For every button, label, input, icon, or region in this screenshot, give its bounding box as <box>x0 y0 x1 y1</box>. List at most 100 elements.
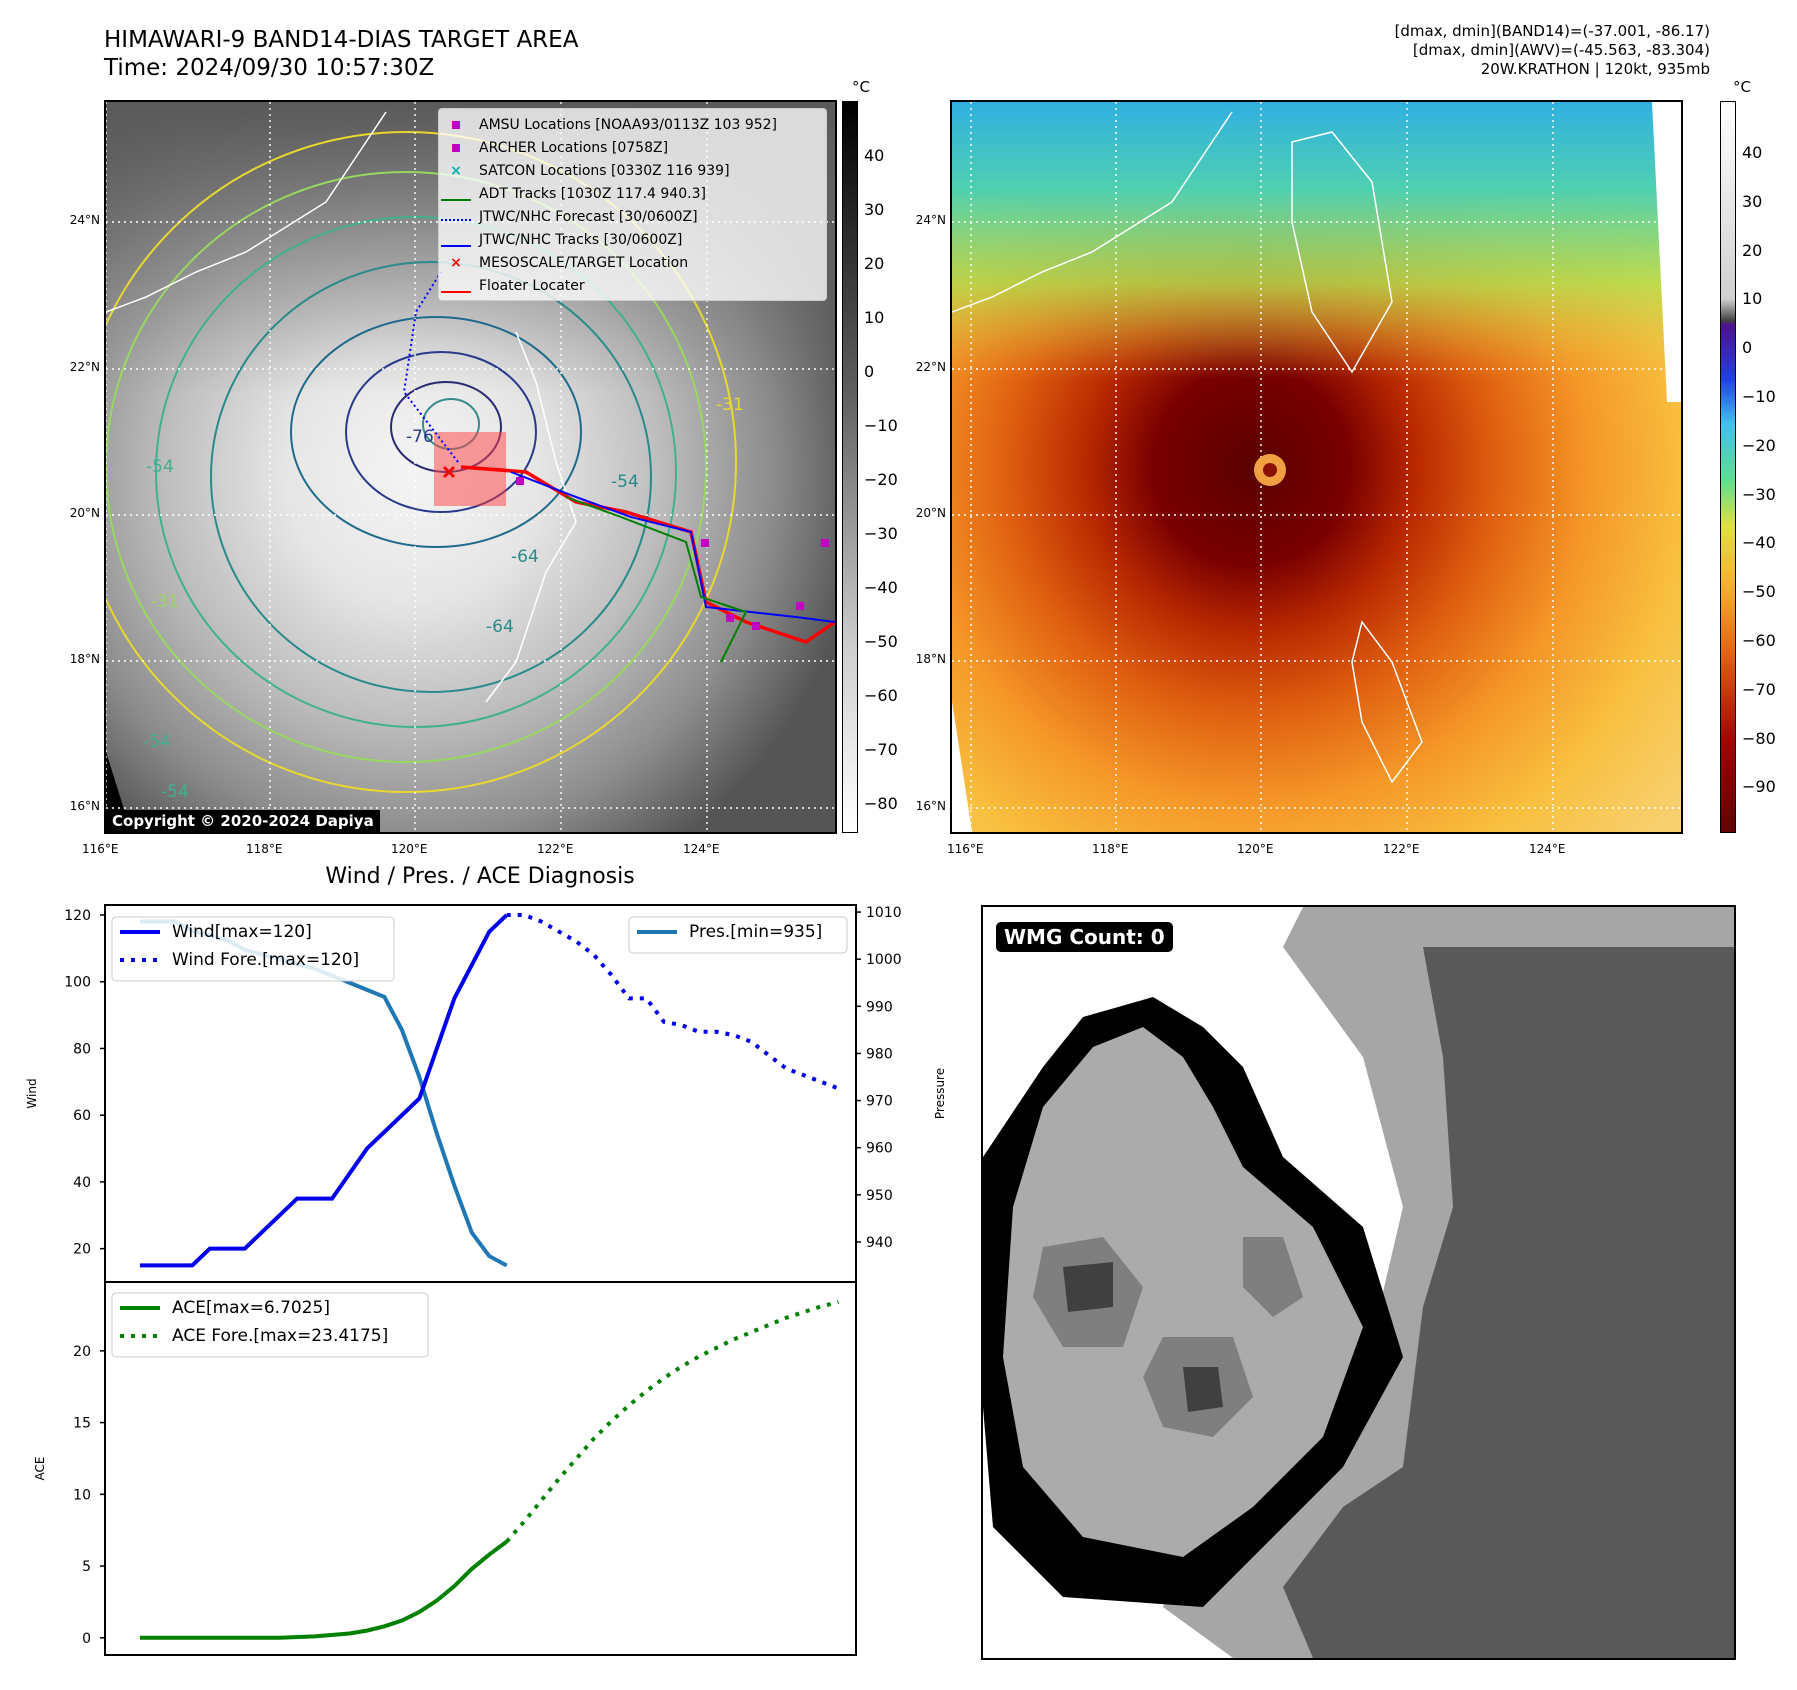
colorbar-tick-label: −20 <box>1742 435 1776 455</box>
chart-legend-label: ACE Fore.[max=23.4175] <box>172 1326 388 1346</box>
chart-legend-label: Wind[max=120] <box>172 922 312 942</box>
map-legend: AMSU Locations [NOAA93/0113Z 103 952] ARC… <box>438 108 827 301</box>
wind-y-tick-label: 100 <box>64 975 91 991</box>
pressure-y-tick-label: 1010 <box>866 905 902 921</box>
colorbar-tick-label: −30 <box>1742 484 1776 504</box>
lon-tick-label: 116°E <box>947 842 984 856</box>
awv-range-info: [dmax, dmin](AWV)=(-45.563, -83.304) <box>1412 41 1710 59</box>
legend-marker-icon <box>439 275 473 298</box>
pressure-y-tick-label: 980 <box>866 1046 893 1062</box>
colorbar-tick-label: −40 <box>1742 533 1776 553</box>
wind-y-tick-label: 80 <box>73 1041 91 1057</box>
awv-colorbar-unit: °C <box>1733 78 1751 96</box>
lat-tick-label: 16°N <box>915 799 946 813</box>
pressure-y-tick-label: 940 <box>866 1235 893 1251</box>
awv-colorbar <box>1720 101 1736 833</box>
ace-plot-frame <box>104 1281 857 1656</box>
map-legend-item: × SATCON Locations [0330Z 116 939] <box>439 160 826 183</box>
wmg-count-badge: WMG Count: 0 <box>996 922 1173 952</box>
colorbar-tick-label: 10 <box>864 308 885 327</box>
wmg-panel: WMG Count: 0 <box>981 905 1736 1660</box>
map-legend-item: ADT Tracks [1030Z 117.4 940.3] <box>439 183 826 206</box>
band14-map: -76 -54 -64 -54 -64 -31 -54 -31 -54 AMSU… <box>104 100 837 834</box>
storm-info: 20W.KRATHON | 120kt, 935mb <box>1480 60 1710 78</box>
contour-label: -54 <box>143 732 171 752</box>
colorbar-tick-label: −50 <box>1742 582 1776 602</box>
colorbar-tick-label: −70 <box>864 740 898 759</box>
wind-y-tick-label: 60 <box>73 1108 91 1124</box>
lon-tick-label: 116°E <box>82 842 119 856</box>
colorbar-tick-label: −10 <box>864 416 898 435</box>
colorbar-tick-label: −80 <box>864 794 898 813</box>
contour-label: -31 <box>716 395 744 415</box>
colorbar-tick-label: −10 <box>1742 387 1776 406</box>
legend-marker-icon <box>439 137 473 160</box>
ace-axis-label: ACE <box>33 1457 47 1481</box>
map-title: HIMAWARI-9 BAND14-DIAS TARGET AREA <box>104 27 579 53</box>
map-legend-label: JTWC/NHC Tracks [30/0600Z] <box>479 232 683 248</box>
colorbar-tick-label: 30 <box>864 200 885 219</box>
lat-tick-label: 24°N <box>915 213 946 227</box>
lat-tick-label: 22°N <box>69 360 100 374</box>
lon-tick-label: 124°E <box>1529 842 1566 856</box>
chart-legend <box>111 1292 429 1358</box>
lat-tick-label: 24°N <box>69 213 100 227</box>
colorbar-tick-label: −20 <box>864 470 898 489</box>
ace-series-line <box>139 1540 508 1640</box>
ace-y-tick-label: 5 <box>82 1559 91 1575</box>
colorbar-tick-label: −70 <box>1742 679 1776 699</box>
diagnosis-title: Wind / Pres. / ACE Diagnosis <box>325 864 635 889</box>
legend-marker-icon <box>439 114 473 137</box>
band14-colorbar <box>842 101 858 833</box>
colorbar-tick-label: 20 <box>1742 240 1763 260</box>
pressure-y-tick-label: 990 <box>866 999 893 1015</box>
colorbar-tick-label: 10 <box>1742 289 1763 309</box>
band14-colorbar-unit: °C <box>852 78 870 96</box>
contour-label: -54 <box>161 782 189 802</box>
map-legend-item: × MESOSCALE/TARGET Location <box>439 252 826 275</box>
map-legend-item: JTWC/NHC Forecast [30/0600Z] <box>439 206 826 229</box>
pressure-y-tick-label: 950 <box>866 1188 893 1204</box>
contour-label: -76 <box>406 427 434 447</box>
map-legend-label: SATCON Locations [0330Z 116 939] <box>479 163 730 179</box>
colorbar-tick-label: 0 <box>1742 338 1753 358</box>
lat-tick-label: 18°N <box>915 652 946 666</box>
colorbar-tick-label: 30 <box>1742 191 1763 211</box>
lon-tick-label: 118°E <box>246 842 283 856</box>
map-legend-item: ARCHER Locations [0758Z] <box>439 137 826 160</box>
map-legend-item: JTWC/NHC Tracks [30/0600Z] <box>439 229 826 252</box>
colorbar-tick-label: −60 <box>864 686 898 705</box>
wind-y-tick-label: 120 <box>64 908 91 924</box>
lon-tick-label: 122°E <box>1383 842 1420 856</box>
contour-label: -64 <box>511 547 539 567</box>
map-time: Time: 2024/09/30 10:57:30Z <box>104 55 435 81</box>
pressure-y-tick-label: 1000 <box>866 952 902 968</box>
colorbar-tick-label: −90 <box>1742 777 1776 797</box>
legend-marker-icon: × <box>450 255 462 271</box>
wind-series-line <box>139 913 509 1268</box>
contour-label: -54 <box>146 457 174 477</box>
pressure-axis-label: Pressure <box>933 1068 947 1119</box>
colorbar-tick-label: −80 <box>1742 728 1776 748</box>
colorbar-tick-label: 20 <box>864 254 885 273</box>
lat-tick-label: 18°N <box>69 652 100 666</box>
pressure-y-tick-label: 970 <box>866 1094 893 1110</box>
colorbar-tick-label: 0 <box>864 362 875 381</box>
colorbar-tick-label: 40 <box>1742 143 1763 162</box>
lon-tick-label: 124°E <box>683 842 720 856</box>
colorbar-tick-label: 40 <box>864 146 885 165</box>
map-legend-label: JTWC/NHC Forecast [30/0600Z] <box>479 209 698 225</box>
lat-tick-label: 22°N <box>915 360 946 374</box>
awv-map <box>950 100 1683 834</box>
ace-y-tick-label: 0 <box>82 1631 91 1647</box>
ace-y-tick-label: 15 <box>73 1416 91 1432</box>
wind-forecast-series-line <box>506 913 840 1091</box>
pressure-y-tick-label: 960 <box>866 1141 893 1157</box>
chart-legend <box>111 916 395 982</box>
map-legend-label: Floater Locater <box>479 278 585 294</box>
chart-legend <box>628 916 848 954</box>
lon-tick-label: 118°E <box>1092 842 1129 856</box>
legend-marker-icon: × <box>450 163 462 179</box>
chart-legend-label: Pres.[min=935] <box>689 922 822 942</box>
map-legend-label: AMSU Locations [NOAA93/0113Z 103 952] <box>479 117 778 133</box>
